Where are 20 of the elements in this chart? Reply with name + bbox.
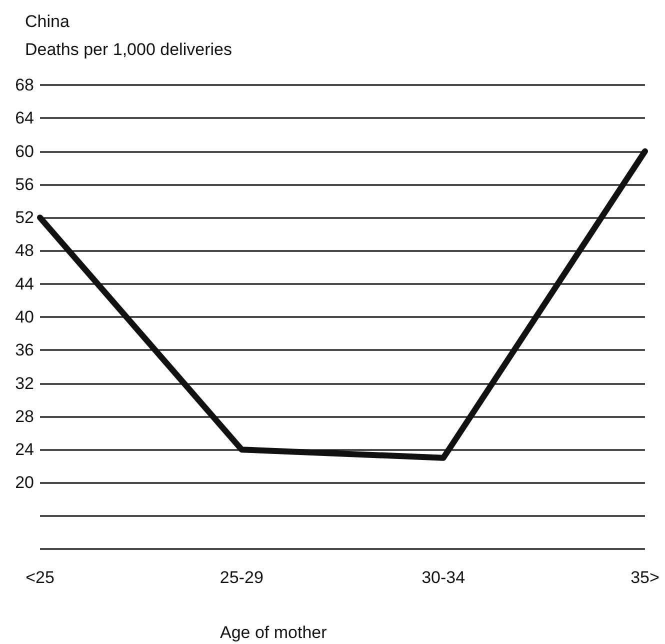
x-tick-label: <25 [26,568,54,587]
y-axis-title: Deaths per 1,000 deliveries [25,40,232,59]
y-tick-label: 36 [15,340,34,360]
y-tick-label: 20 [15,473,34,492]
x-tick-label: 35> [630,568,660,587]
y-tick-label: 64 [15,108,34,128]
x-tick-label: 30-34 [422,568,466,587]
y-tick-label: 68 [15,76,34,94]
y-tick-label: 56 [15,174,34,194]
y-tick-label: 28 [15,406,34,426]
y-tick-label: 24 [15,440,34,460]
y-tick-label: 32 [15,374,34,393]
x-axis-title: Age of mother [220,623,328,642]
y-tick-label: 48 [15,241,34,260]
y-tick-label: 60 [15,142,34,161]
y-tick-label: 44 [15,274,34,294]
y-tick-label: 40 [15,308,34,326]
x-tick-label: 25-29 [220,568,264,587]
chart-title: China [25,12,70,31]
y-tick-label: 52 [15,208,34,228]
